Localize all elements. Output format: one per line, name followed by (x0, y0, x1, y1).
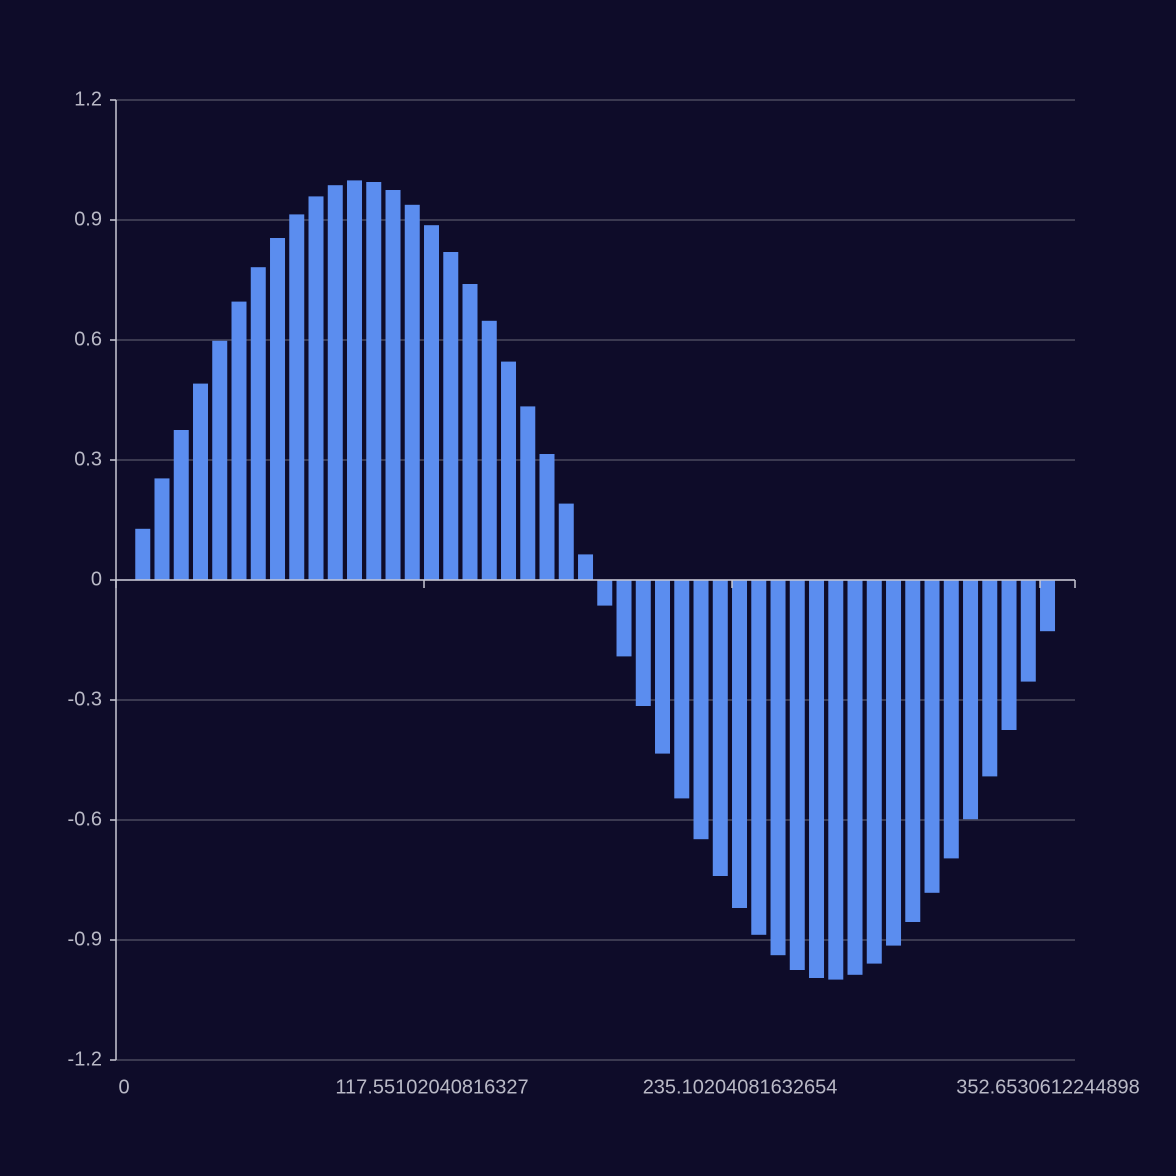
bar (655, 580, 671, 754)
y-tick-label: 0.3 (74, 448, 102, 470)
bar (712, 580, 728, 876)
bar (212, 340, 228, 580)
bar (886, 580, 902, 946)
bar (1040, 580, 1056, 632)
bar (366, 182, 382, 580)
bar (1020, 580, 1036, 682)
y-tick-label: 0.9 (74, 208, 102, 230)
bar (616, 580, 632, 657)
bar (346, 180, 362, 580)
y-tick-label: -0.6 (68, 808, 102, 830)
bar (905, 580, 921, 922)
bar (732, 580, 748, 908)
bar (558, 503, 574, 580)
bar (635, 580, 651, 706)
bar (809, 580, 825, 978)
y-tick-label: -0.3 (68, 688, 102, 710)
bar (135, 528, 151, 580)
bar (173, 430, 189, 580)
bar (327, 185, 343, 580)
x-tick-label: 0 (118, 1076, 129, 1098)
bar (289, 214, 305, 580)
bar (924, 580, 940, 893)
bar (751, 580, 767, 935)
bar (828, 580, 844, 980)
bar (578, 554, 594, 580)
bar (789, 580, 805, 970)
bar (404, 204, 420, 581)
bar (501, 361, 517, 580)
bar (270, 238, 286, 580)
x-tick-label: 235.10204081632654 (643, 1076, 838, 1098)
bar (1001, 580, 1017, 730)
bar (462, 284, 478, 580)
bar (847, 580, 863, 975)
bar (866, 580, 882, 964)
bar (481, 320, 497, 580)
y-tick-label: 0 (91, 568, 102, 590)
y-tick-label: 1.2 (74, 88, 102, 110)
bar (385, 190, 401, 580)
y-tick-label: -1.2 (68, 1048, 102, 1070)
x-tick-label: 352.6530612244898 (956, 1076, 1140, 1098)
bar (597, 580, 613, 606)
y-tick-label: -0.9 (68, 928, 102, 950)
y-tick-label: 0.6 (74, 328, 102, 350)
bar (154, 478, 170, 580)
bar (674, 580, 690, 799)
bar (250, 267, 266, 580)
bar (693, 580, 709, 840)
bar (770, 580, 786, 956)
bar (231, 301, 247, 580)
bar (308, 196, 324, 580)
bar (520, 406, 536, 580)
bar (443, 252, 459, 580)
bar (193, 383, 209, 580)
bar (963, 580, 979, 820)
bar (943, 580, 959, 859)
x-tick-label: 117.55102040816327 (335, 1076, 528, 1098)
bar (539, 454, 555, 580)
bar (424, 225, 440, 580)
bar (982, 580, 998, 777)
